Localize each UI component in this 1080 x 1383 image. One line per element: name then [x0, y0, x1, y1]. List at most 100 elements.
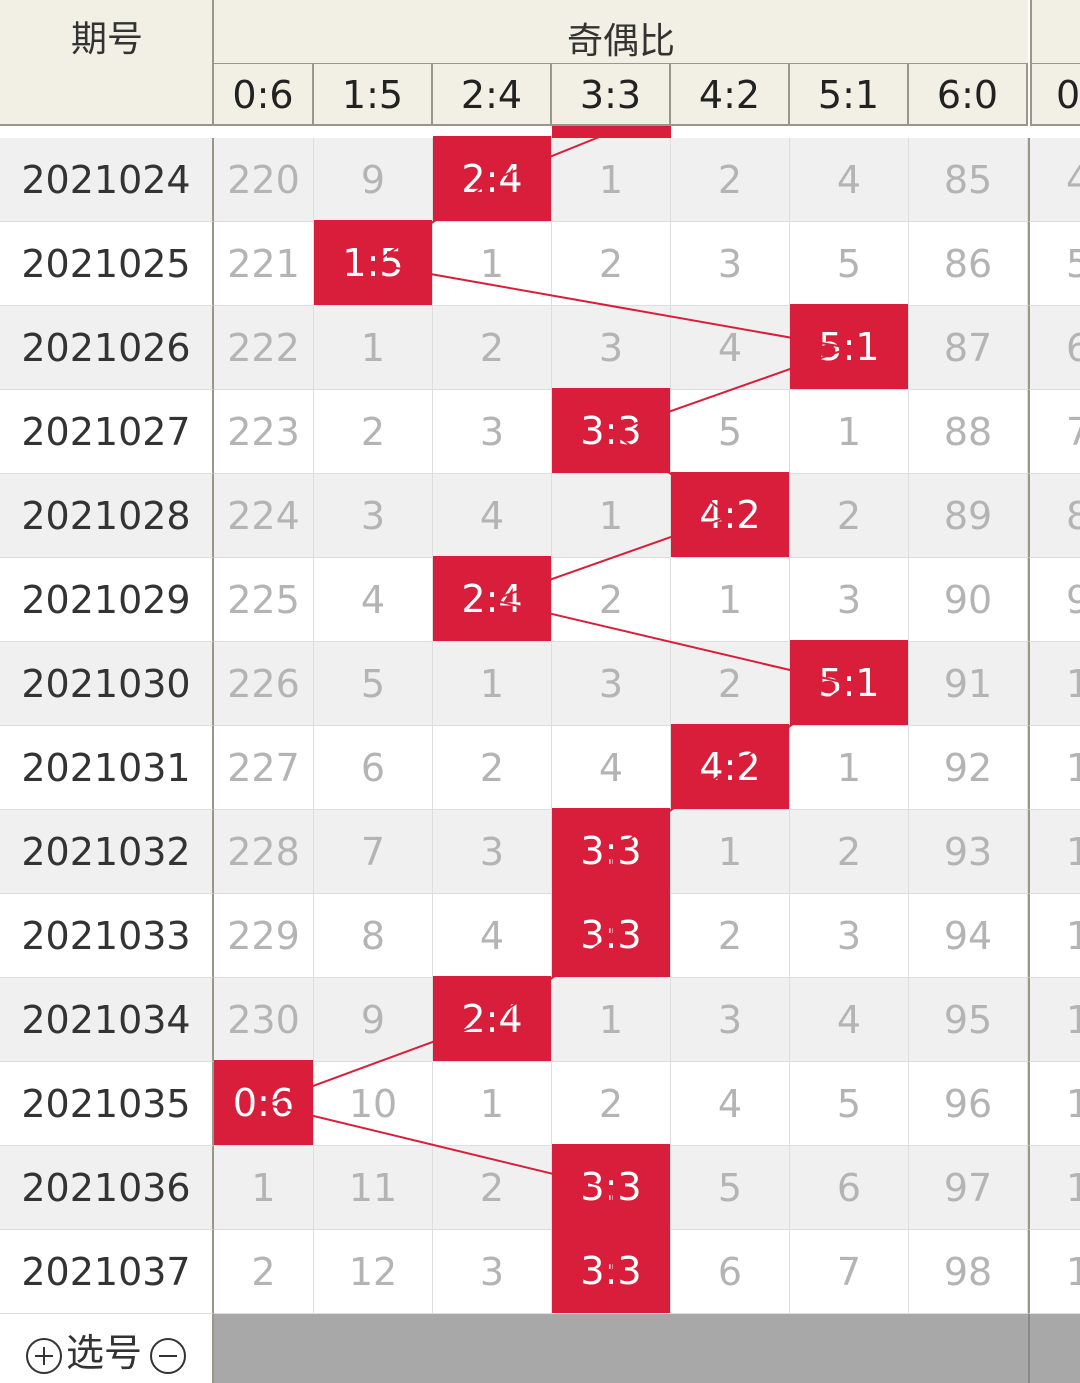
period-number: 2021024 [0, 138, 214, 222]
ratio-column-header: 1:5 [314, 64, 433, 126]
miss-count-cell: 1 [214, 1146, 314, 1230]
miss-count-cell: 222 [214, 306, 314, 390]
next-column-cell: 1 [1028, 978, 1080, 1062]
miss-count-cell: 89 [909, 474, 1028, 558]
miss-count-cell: 1 [790, 390, 909, 474]
miss-count-cell: 223 [214, 390, 314, 474]
ratio-column-header: 4:2 [671, 64, 790, 126]
hit-ratio-cell: 5:1 [790, 304, 909, 390]
period-number: 2021027 [0, 390, 214, 474]
ratio-column-header: 6:0 [909, 64, 1028, 126]
miss-count-cell: 1 [552, 474, 671, 558]
hit-ratio-cell: 3:3 [552, 1144, 671, 1230]
miss-count-cell: 1 [433, 222, 552, 306]
miss-count-cell: 230 [214, 978, 314, 1062]
miss-count-cell: 2 [552, 558, 671, 642]
miss-count-cell: 3 [552, 306, 671, 390]
hit-ratio-cell: 3:3 [552, 388, 671, 474]
miss-count-cell: 9 [314, 978, 433, 1062]
miss-count-cell: 1 [552, 978, 671, 1062]
miss-count-cell: 86 [909, 222, 1028, 306]
miss-count-cell: 2 [790, 810, 909, 894]
miss-count-cell: 85 [909, 138, 1028, 222]
ratio-column-header: 3:3 [552, 64, 671, 126]
miss-count-cell: 4 [314, 558, 433, 642]
miss-count-cell: 95 [909, 978, 1028, 1062]
period-number: 2021025 [0, 222, 214, 306]
miss-count-cell: 9 [314, 138, 433, 222]
hit-ratio-cell: 4:2 [671, 724, 790, 810]
miss-count-cell: 88 [909, 390, 1028, 474]
miss-count-cell: 2 [671, 894, 790, 978]
miss-count-cell: 1 [790, 726, 909, 810]
plus-circle-icon[interactable] [26, 1338, 62, 1374]
hit-ratio-cell: 2:4 [433, 556, 552, 642]
next-column-header: 0 [1030, 64, 1080, 126]
miss-count-cell: 2 [552, 222, 671, 306]
miss-count-cell: 3 [671, 978, 790, 1062]
miss-count-cell: 4 [433, 894, 552, 978]
miss-count-cell: 4 [790, 978, 909, 1062]
miss-count-cell: 90 [909, 558, 1028, 642]
miss-count-cell: 2 [790, 474, 909, 558]
miss-count-cell: 228 [214, 810, 314, 894]
miss-count-cell: 1 [433, 642, 552, 726]
footer-bar [214, 1313, 1080, 1383]
miss-count-cell: 5 [790, 1062, 909, 1146]
miss-count-cell: 2 [671, 642, 790, 726]
miss-count-cell: 220 [214, 138, 314, 222]
miss-count-cell: 1 [671, 558, 790, 642]
period-number: 2021030 [0, 642, 214, 726]
miss-count-cell: 5 [671, 390, 790, 474]
miss-count-cell: 4 [790, 138, 909, 222]
miss-count-cell: 3 [552, 642, 671, 726]
miss-count-cell: 87 [909, 306, 1028, 390]
miss-count-cell: 7 [314, 810, 433, 894]
ratio-column-header: 2:4 [433, 64, 552, 126]
miss-count-cell: 2 [671, 138, 790, 222]
miss-count-cell: 7 [790, 1230, 909, 1314]
miss-count-cell: 227 [214, 726, 314, 810]
period-number: 2021032 [0, 810, 214, 894]
miss-count-cell: 5 [790, 222, 909, 306]
miss-count-cell: 3 [314, 474, 433, 558]
hit-ratio-cell: 1:5 [314, 220, 433, 306]
miss-count-cell: 2 [552, 1062, 671, 1146]
miss-count-cell: 96 [909, 1062, 1028, 1146]
miss-count-cell: 94 [909, 894, 1028, 978]
miss-count-cell: 224 [214, 474, 314, 558]
select-number-label[interactable]: 选号 [66, 1331, 143, 1375]
miss-count-cell: 3 [671, 222, 790, 306]
miss-count-cell: 93 [909, 810, 1028, 894]
miss-count-cell: 5 [671, 1146, 790, 1230]
period-number: 2021031 [0, 726, 214, 810]
miss-count-cell: 2 [433, 726, 552, 810]
miss-count-cell: 12 [314, 1230, 433, 1314]
next-column-cell: 5 [1028, 222, 1080, 306]
next-column-cell: 1 [1028, 1230, 1080, 1314]
period-number: 2021034 [0, 978, 214, 1062]
next-column-cell: 1 [1028, 726, 1080, 810]
next-column-cell: 1 [1028, 642, 1080, 726]
miss-count-cell: 3 [433, 390, 552, 474]
miss-count-cell: 8 [314, 894, 433, 978]
minus-circle-icon[interactable] [150, 1338, 186, 1374]
period-number: 2021036 [0, 1146, 214, 1230]
miss-count-cell: 2 [433, 306, 552, 390]
miss-count-cell: 4 [671, 306, 790, 390]
next-column-cell: 4 [1028, 138, 1080, 222]
hit-ratio-cell: 2:4 [433, 976, 552, 1062]
hit-ratio-cell: 0:6 [214, 1060, 314, 1146]
next-column-cell: 1 [1028, 810, 1080, 894]
hit-ratio-cell: 3:3 [552, 1228, 671, 1314]
miss-count-cell: 221 [214, 222, 314, 306]
hit-ratio-cell: 5:1 [790, 640, 909, 726]
